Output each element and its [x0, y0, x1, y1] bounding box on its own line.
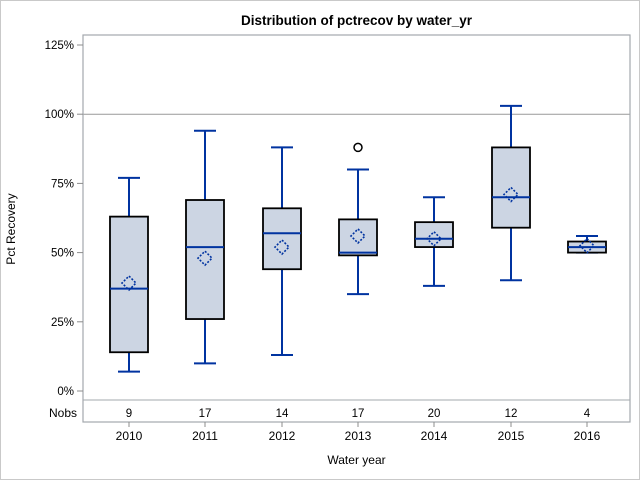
x-axis-label: Water year [327, 453, 386, 467]
mean-diamond-marker [578, 237, 596, 254]
y-axis-label: Pct Recovery [4, 193, 18, 265]
box-2013 [338, 218, 378, 257]
nobs-value: 17 [352, 408, 365, 420]
nobs-value: 20 [428, 408, 441, 420]
nobs-value: 12 [505, 408, 518, 420]
box-2010 [109, 215, 149, 354]
nobs-value: 9 [126, 408, 132, 420]
x-tick-label: 2015 [498, 429, 525, 443]
y-tick-label: 75% [51, 178, 74, 190]
mean-diamond-marker [273, 238, 291, 256]
nobs-value: 17 [199, 408, 212, 420]
box-2014 [414, 221, 454, 248]
x-tick-label: 2014 [421, 429, 448, 443]
mean-diamond-marker [120, 274, 138, 292]
box-2011 [185, 199, 225, 320]
chart-title: Distribution of pctrecov by water_yr [240, 13, 473, 28]
mean-diamond-marker [502, 186, 520, 203]
nobs-value: 4 [584, 408, 591, 420]
y-tick-label: 100% [45, 109, 74, 121]
plot-frame [82, 34, 631, 423]
x-tick-label: 2013 [345, 429, 372, 443]
y-tick-label: 125% [45, 40, 74, 52]
mean-diamond-marker [196, 250, 214, 267]
x-tick-label: 2011 [192, 429, 218, 443]
nobs-row-label: Nobs [48, 406, 77, 420]
y-tick-label: 50% [51, 248, 74, 260]
x-tick-label: 2012 [269, 429, 296, 443]
x-tick-label: 2010 [116, 429, 143, 443]
outlier-marker [353, 142, 363, 153]
y-tick-label: 25% [51, 317, 74, 329]
y-tick-label: 0% [57, 386, 74, 398]
x-tick-label: 2016 [574, 429, 601, 443]
nobs-value: 14 [276, 408, 289, 420]
mean-diamond-marker [349, 227, 367, 245]
mean-diamond-marker [425, 230, 443, 247]
box-2012 [262, 207, 302, 271]
